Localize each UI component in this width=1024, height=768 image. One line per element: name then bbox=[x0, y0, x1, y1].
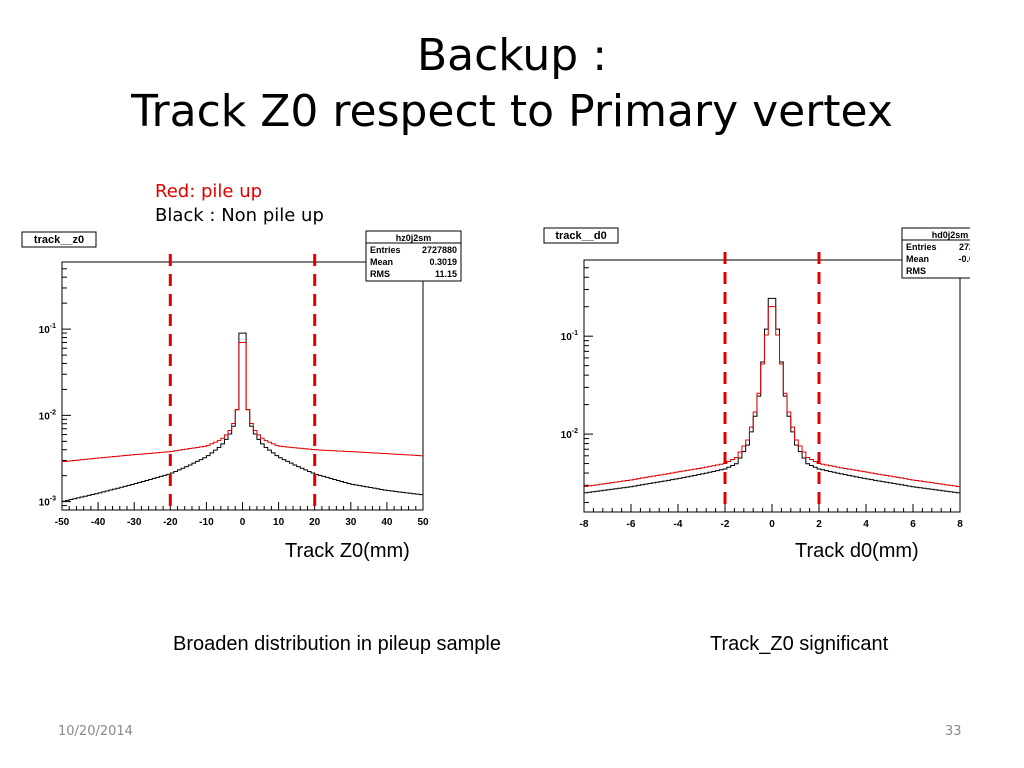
nonpileup-histogram bbox=[584, 297, 960, 494]
x-tick-label: -30 bbox=[127, 517, 142, 528]
x-tick-label: -40 bbox=[91, 517, 106, 528]
legend-black-text: Black : Non pile up bbox=[155, 205, 324, 226]
x-tick-label: 30 bbox=[345, 517, 357, 528]
d0-histogram-plot: -8 -6 -4 -2 0 2 4 6 8 10-1 10-2 track__d0 hd0j2sm Ent… bbox=[543, 227, 970, 530]
stats-value: 0.3019 bbox=[429, 257, 457, 267]
pileup-histogram bbox=[584, 306, 960, 487]
x-tick-label: 8 bbox=[957, 519, 963, 530]
z0-axis-caption: Track Z0(mm) bbox=[285, 540, 410, 562]
y-tick-label: 10-2 bbox=[39, 409, 56, 422]
stats-name: hz0j2sm bbox=[396, 233, 432, 243]
stats-label: Entries bbox=[906, 242, 937, 252]
pileup-broadening-note: Broaden distribution in pileup sample bbox=[173, 633, 501, 655]
d0-axis-caption: Track d0(mm) bbox=[795, 540, 919, 562]
stats-label: Mean bbox=[370, 257, 393, 267]
stats-value: 2727880 bbox=[959, 242, 970, 252]
footer-date: 10/20/2014 bbox=[58, 724, 133, 739]
nonpileup-histogram bbox=[62, 332, 423, 502]
stats-box bbox=[365, 230, 462, 282]
x-tick-label: -6 bbox=[627, 519, 636, 530]
x-tick-label: 20 bbox=[309, 517, 321, 528]
slide-title-line2: Track Z0 respect to Primary vertex bbox=[131, 86, 893, 137]
x-tick-label: 4 bbox=[863, 519, 869, 530]
stats-value: 11.15 bbox=[435, 269, 457, 279]
stats-value: -0.01425 bbox=[958, 254, 970, 264]
x-tick-label: 10 bbox=[273, 517, 285, 528]
stats-label: RMS bbox=[906, 266, 926, 276]
legend-red-text: Red: pile up bbox=[155, 181, 263, 202]
plot-frame bbox=[583, 259, 961, 513]
histogram-title-box bbox=[21, 231, 97, 248]
stats-label: Entries bbox=[370, 245, 401, 255]
x-tick-label: 6 bbox=[910, 519, 916, 530]
stats-label: RMS bbox=[370, 269, 390, 279]
plot-frame bbox=[61, 261, 424, 511]
x-tick-label: -4 bbox=[674, 519, 683, 530]
y-tick-label: 10-1 bbox=[561, 330, 578, 343]
stats-value: 2727880 bbox=[422, 245, 457, 255]
histogram-title: track__d0 bbox=[555, 230, 606, 242]
x-tick-label: 0 bbox=[240, 517, 246, 528]
x-tick-label: 0 bbox=[769, 519, 775, 530]
color-legend-note: Red: pile up Black : Non pile up bbox=[155, 180, 324, 228]
y-tick-label: 10-1 bbox=[39, 323, 56, 336]
x-tick-label: 40 bbox=[381, 517, 393, 528]
y-tick-label: 10-2 bbox=[561, 428, 578, 441]
x-tick-label: -2 bbox=[721, 519, 730, 530]
x-tick-label: 2 bbox=[816, 519, 822, 530]
slide-title: Backup : Track Z0 respect to Primary ver… bbox=[0, 28, 1024, 140]
x-tick-label: 50 bbox=[417, 517, 429, 528]
slide-title-line1: Backup : bbox=[416, 30, 608, 81]
y-tick-label: 10-3 bbox=[39, 496, 56, 509]
pileup-histogram bbox=[62, 341, 423, 463]
x-tick-label: -10 bbox=[199, 517, 214, 528]
x-tick-label: -20 bbox=[163, 517, 178, 528]
histogram-title: track__z0 bbox=[34, 234, 84, 246]
stats-box bbox=[901, 227, 970, 279]
stats-name: hd0j2sm bbox=[932, 230, 969, 240]
x-tick-label: -50 bbox=[55, 517, 70, 528]
footer-page-number: 33 bbox=[945, 724, 962, 739]
z0-histogram-plot: -50 -40 -30 -20 -10 0 10 20 30 40 50 10-1 10-2 10-3 tr… bbox=[21, 230, 462, 528]
stats-label: Mean bbox=[906, 254, 929, 264]
x-tick-label: -8 bbox=[580, 519, 589, 530]
significance-note: Track_Z0 significant bbox=[710, 633, 889, 655]
histogram-title-box bbox=[543, 227, 619, 244]
